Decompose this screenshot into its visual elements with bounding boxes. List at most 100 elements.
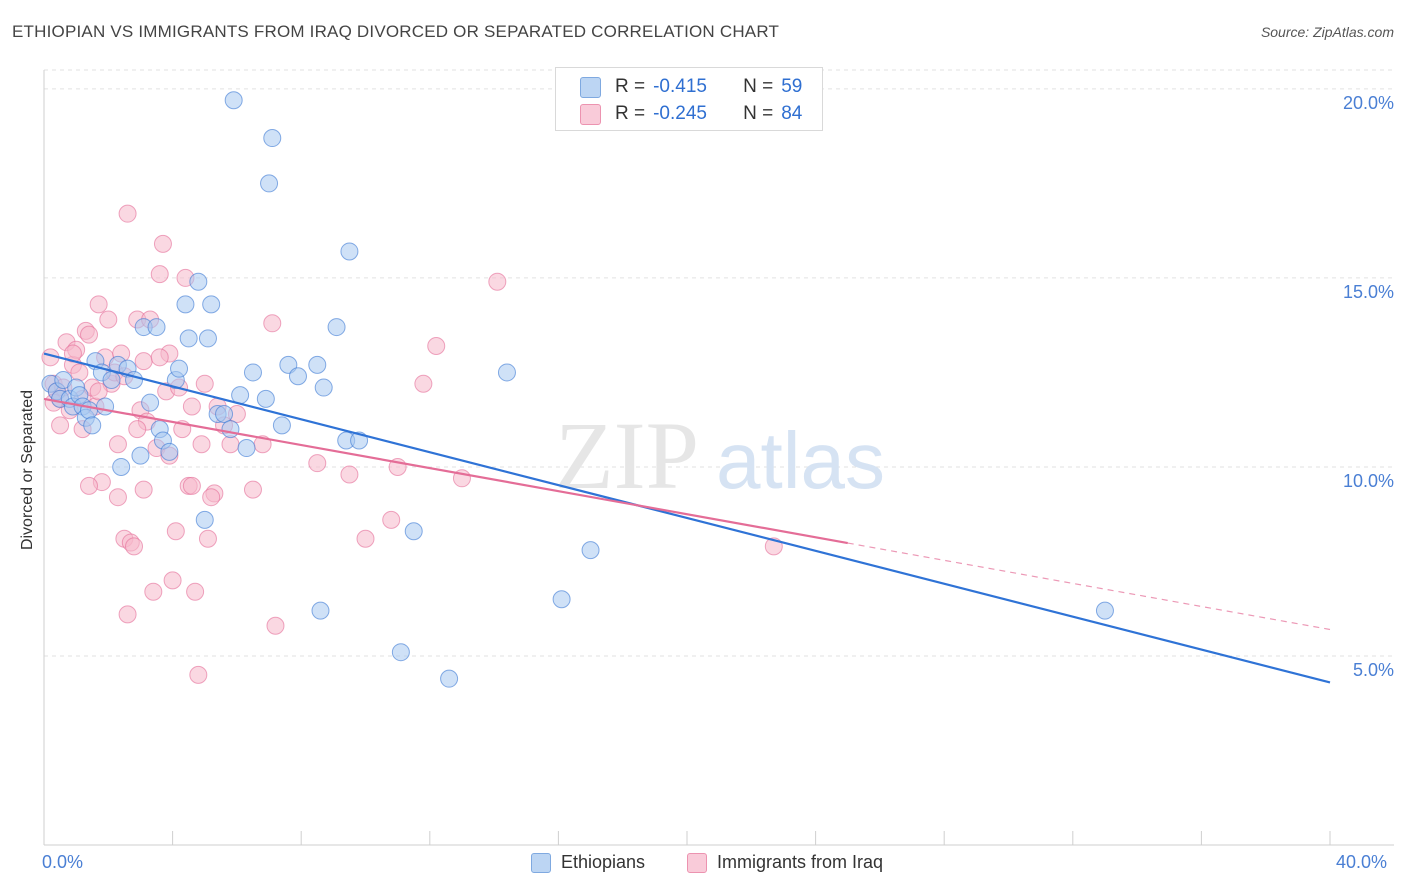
point-ethiopians xyxy=(263,129,282,148)
point-iraq xyxy=(308,454,327,473)
y-tick-label: 20.0% xyxy=(1342,92,1394,113)
point-iraq xyxy=(488,272,507,291)
point-iraq xyxy=(266,616,285,635)
point-iraq xyxy=(80,325,99,344)
point-iraq xyxy=(340,465,359,484)
point-iraq xyxy=(89,295,108,314)
point-ethiopians xyxy=(497,363,516,382)
stats-row-iraq: R = -0.245 N = 84 xyxy=(580,103,802,125)
watermark: ZIP atlas xyxy=(555,402,885,509)
point-iraq xyxy=(182,397,201,416)
point-ethiopians xyxy=(160,442,179,461)
point-ethiopians xyxy=(340,242,359,261)
point-iraq xyxy=(243,480,262,499)
y-tick-label: 10.0% xyxy=(1342,470,1394,491)
point-iraq xyxy=(99,310,118,329)
point-ethiopians xyxy=(256,389,275,408)
legend-item-iraq[interactable]: Immigrants from Iraq xyxy=(687,852,883,873)
point-ethiopians xyxy=(189,272,208,291)
legend-swatch-iraq xyxy=(687,852,707,873)
point-iraq xyxy=(150,265,169,284)
n-label: N = xyxy=(743,103,774,124)
point-ethiopians xyxy=(202,295,221,314)
point-iraq xyxy=(186,582,205,601)
point-iraq xyxy=(108,488,127,507)
point-ethiopians xyxy=(131,446,150,465)
point-iraq xyxy=(221,435,240,454)
point-iraq xyxy=(89,382,108,401)
point-ethiopians xyxy=(581,541,600,560)
point-ethiopians xyxy=(272,416,291,435)
legend-item-ethiopians[interactable]: Ethiopians xyxy=(531,852,645,873)
point-ethiopians xyxy=(308,355,327,374)
point-ethiopians xyxy=(221,420,240,439)
point-ethiopians xyxy=(176,295,195,314)
point-ethiopians xyxy=(170,359,189,378)
point-ethiopians xyxy=(404,522,423,541)
watermark-zip: ZIP xyxy=(555,402,699,509)
watermark-atlas: atlas xyxy=(716,416,885,505)
point-iraq xyxy=(166,522,185,541)
point-iraq xyxy=(427,336,446,355)
point-iraq xyxy=(202,488,221,507)
legend-swatch-ethiopians xyxy=(580,76,601,98)
point-iraq xyxy=(125,537,144,556)
point-iraq xyxy=(382,510,401,529)
point-iraq xyxy=(128,420,147,439)
y-tick-label: 5.0% xyxy=(1352,659,1394,680)
point-iraq xyxy=(118,204,137,223)
point-ethiopians xyxy=(552,590,571,609)
point-iraq xyxy=(195,374,214,393)
point-ethiopians xyxy=(314,378,333,397)
point-iraq xyxy=(80,476,99,495)
point-iraq xyxy=(263,314,282,333)
point-ethiopians xyxy=(311,601,330,620)
point-ethiopians xyxy=(147,318,166,337)
n-label: N = xyxy=(743,76,774,97)
r-label: R = xyxy=(615,103,646,124)
point-iraq xyxy=(153,234,172,253)
point-iraq xyxy=(356,529,375,548)
point-ethiopians xyxy=(195,510,214,529)
point-ethiopians xyxy=(83,416,102,435)
point-iraq xyxy=(118,605,137,624)
n-value: 59 xyxy=(781,76,803,97)
point-ethiopians xyxy=(391,643,410,662)
r-label: R = xyxy=(615,76,646,97)
point-iraq xyxy=(150,348,169,367)
x-tick-label-min: 0.0% xyxy=(42,852,84,872)
point-ethiopians xyxy=(1095,601,1114,620)
grid xyxy=(44,69,1394,657)
series-ethiopians xyxy=(41,91,1114,688)
legend-swatch-ethiopians xyxy=(531,852,551,873)
point-ethiopians xyxy=(224,91,243,110)
point-iraq xyxy=(134,352,153,371)
point-iraq xyxy=(198,529,217,548)
point-ethiopians xyxy=(112,457,131,476)
legend-label-iraq: Immigrants from Iraq xyxy=(717,852,884,872)
point-iraq xyxy=(182,476,201,495)
point-iraq xyxy=(134,480,153,499)
x-tick-label-max: 40.0% xyxy=(1336,852,1388,872)
stats-legend: R = -0.415 N = 59 R = -0.245 N = 84 xyxy=(555,67,823,131)
point-ethiopians xyxy=(327,318,346,337)
point-ethiopians xyxy=(288,367,307,386)
point-iraq xyxy=(70,363,89,382)
axes xyxy=(43,70,1394,846)
point-ethiopians xyxy=(179,329,198,348)
point-ethiopians xyxy=(102,371,121,389)
point-ethiopians xyxy=(215,405,234,424)
point-ethiopians xyxy=(440,669,459,688)
trend-iraq xyxy=(43,397,848,545)
chart-title: ETHIOPIAN VS IMMIGRANTS FROM IRAQ DIVORC… xyxy=(12,22,780,41)
point-ethiopians xyxy=(260,174,279,193)
point-iraq xyxy=(189,665,208,684)
point-iraq xyxy=(163,571,182,590)
trend-iraq-extrapolated xyxy=(847,542,1331,631)
point-iraq xyxy=(144,582,163,601)
stats-row-ethiopians: R = -0.415 N = 59 xyxy=(580,76,802,98)
point-ethiopians xyxy=(96,397,115,416)
point-iraq xyxy=(51,416,70,435)
point-ethiopians xyxy=(237,439,256,458)
